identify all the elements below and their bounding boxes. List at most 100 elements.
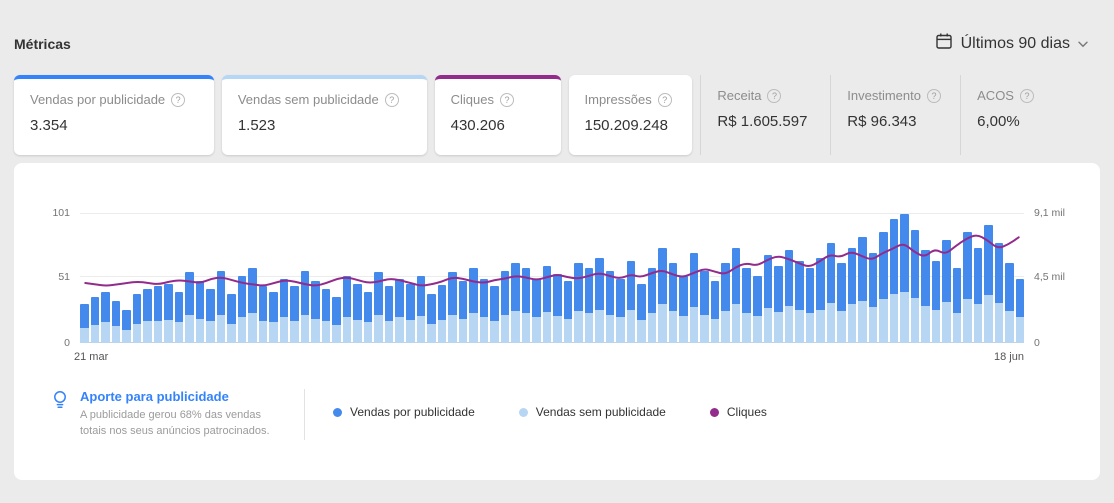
bar-stack (764, 255, 773, 343)
metric-label: Receita (717, 88, 761, 103)
metric-label: Vendas por publicidade (30, 92, 165, 107)
card-vendas-por-publicidade[interactable]: Vendas por publicidade ? 3.354 (14, 75, 214, 155)
metric-acos: ACOS ? 6,00% (960, 75, 1100, 155)
bar-stack (343, 276, 352, 343)
metric-receita: Receita ? R$ 1.605.597 (700, 75, 830, 155)
help-icon[interactable]: ? (658, 93, 672, 107)
help-icon[interactable]: ? (927, 89, 941, 103)
legend-dot (710, 408, 719, 417)
bar-stack (417, 276, 426, 343)
metric-value: 430.206 (451, 117, 545, 134)
bar-stack (112, 301, 121, 343)
legend-item-cliques[interactable]: Cliques (710, 405, 767, 419)
divider (304, 389, 305, 440)
bar-stack (332, 297, 341, 343)
bar-stack (974, 248, 983, 343)
date-range-selector[interactable]: Últimos 90 dias (935, 32, 1088, 55)
bar-stack (322, 289, 331, 343)
legend-item-vendas-por-publicidade[interactable]: Vendas por publicidade (333, 405, 475, 419)
bar-stack (91, 297, 100, 343)
bar-stack (827, 243, 836, 343)
bar-stack (385, 286, 394, 343)
bar-stack (185, 272, 194, 343)
help-icon[interactable]: ? (171, 93, 185, 107)
metrics-row: Vendas por publicidade ? 3.354 Vendas se… (14, 75, 1100, 155)
bar-stack (816, 258, 825, 343)
bar-stack (80, 304, 89, 343)
bar-stack (858, 237, 867, 343)
bar-stack (164, 284, 173, 343)
metric-value: 3.354 (30, 117, 198, 134)
bar-stack (574, 263, 583, 343)
bar-stack (469, 268, 478, 343)
bar-stack (480, 279, 489, 343)
bar-stack (869, 253, 878, 343)
bar-stack (732, 248, 741, 343)
x-axis-end-label: 18 jun (994, 351, 1024, 363)
bar-stack (133, 294, 142, 343)
card-impressoes[interactable]: Impressões ? 150.209.248 (569, 75, 693, 155)
insight-title[interactable]: Aporte para publicidade (80, 389, 278, 404)
bar-stack (963, 232, 972, 343)
bar-stack (217, 271, 226, 343)
bars-container (80, 213, 1024, 343)
bar-stack (700, 271, 709, 343)
page-title: Métricas (14, 36, 71, 52)
bar-stack (227, 294, 236, 343)
bar-stack (427, 294, 436, 343)
metric-label: Cliques (451, 92, 494, 107)
metric-investimento: Investimento ? R$ 96.343 (830, 75, 960, 155)
bar-stack (585, 268, 594, 343)
help-icon[interactable]: ? (385, 93, 399, 107)
metric-value: R$ 1.605.597 (717, 113, 830, 130)
bar-stack (911, 230, 920, 343)
chart-footer: Aporte para publicidade A publicidade ge… (38, 389, 1076, 440)
bar-stack (806, 268, 815, 343)
legend-label: Vendas por publicidade (350, 405, 475, 419)
legend-item-vendas-sem-publicidade[interactable]: Vendas sem publicidade (519, 405, 666, 419)
bar-stack (206, 289, 215, 343)
bar-stack (637, 284, 646, 343)
bar-stack (448, 272, 457, 343)
bar-stack (679, 276, 688, 343)
metric-label: Vendas sem publicidade (238, 92, 379, 107)
bar-stack (301, 271, 310, 343)
chevron-down-icon (1078, 35, 1088, 53)
bar-stack (269, 292, 278, 343)
bar-stack (595, 258, 604, 343)
bar-stack (711, 281, 720, 343)
card-cliques[interactable]: Cliques ? 430.206 (435, 75, 561, 155)
bar-stack (238, 276, 247, 343)
bar-stack (900, 214, 909, 343)
card-vendas-sem-publicidade[interactable]: Vendas sem publicidade ? 1.523 (222, 75, 427, 155)
bar-stack (501, 271, 510, 343)
metric-value: 6,00% (977, 113, 1100, 130)
bar-stack (984, 225, 993, 343)
bar-stack (101, 292, 110, 343)
bar-stack (175, 292, 184, 343)
axis-tick: 4,5 mil (1034, 271, 1065, 283)
bar-stack (438, 285, 447, 343)
bar-stack (690, 253, 699, 343)
help-icon[interactable]: ? (1020, 89, 1034, 103)
bar-stack (721, 263, 730, 343)
bar-stack (837, 263, 846, 343)
bar-stack (564, 281, 573, 343)
help-icon[interactable]: ? (500, 93, 514, 107)
axis-tick: 101 (52, 207, 70, 219)
date-range-label: Últimos 90 dias (961, 35, 1070, 53)
bar-stack (995, 243, 1004, 343)
bar-stack (942, 240, 951, 343)
legend-dot (519, 408, 528, 417)
bar-stack (879, 232, 888, 343)
bar-stack (648, 268, 657, 343)
combo-chart: 101 51 0 9,1 mil 4,5 mil 0 (38, 213, 1076, 343)
insight-description: A publicidade gerou 68% das vendas totai… (80, 408, 278, 440)
left-axis: 101 51 0 (38, 213, 80, 343)
help-icon[interactable]: ? (767, 89, 781, 103)
bar-stack (406, 284, 415, 343)
bar-stack (890, 219, 899, 343)
lightbulb-icon (50, 389, 70, 440)
axis-tick: 0 (1034, 337, 1040, 349)
bar-stack (259, 286, 268, 343)
